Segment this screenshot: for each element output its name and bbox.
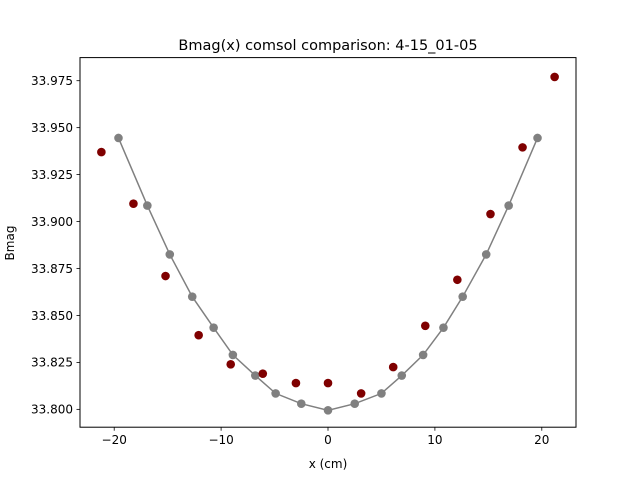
series-1-point bbox=[129, 199, 138, 209]
series-1-point bbox=[258, 369, 268, 378]
y-tick-label: 33.825 bbox=[31, 356, 73, 370]
x-axis-label: x (cm) bbox=[309, 457, 348, 471]
series-0-point bbox=[458, 292, 467, 301]
x-tick-label: 20 bbox=[534, 433, 549, 447]
series-1-point bbox=[518, 143, 527, 152]
series-0-point bbox=[397, 371, 407, 380]
series-0-point bbox=[533, 133, 542, 143]
series-1-point bbox=[486, 209, 495, 219]
series-1-point bbox=[291, 378, 301, 388]
x-tick-label: −20 bbox=[102, 433, 127, 447]
chart-title: Bmag(x) comsol comparison: 4-15_01-05 bbox=[178, 38, 477, 54]
series-1-point bbox=[161, 271, 170, 281]
series-0-point bbox=[271, 389, 280, 398]
series-0-point bbox=[504, 201, 513, 210]
y-tick-label: 33.900 bbox=[31, 215, 73, 229]
x-tick-label: 10 bbox=[427, 433, 442, 447]
series-0-point bbox=[481, 250, 491, 259]
series-1-point bbox=[97, 147, 106, 157]
x-tick-label: 0 bbox=[324, 433, 332, 447]
series-1-point bbox=[453, 275, 462, 285]
series-1-point bbox=[388, 362, 398, 372]
y-tick-label: 33.950 bbox=[31, 121, 73, 135]
y-tick-label: 33.850 bbox=[31, 309, 73, 323]
series-0-point bbox=[209, 323, 218, 332]
series-0 bbox=[114, 133, 542, 415]
plot-area bbox=[97, 72, 559, 415]
x-axis: −20 −10 0 10 20 bbox=[102, 427, 549, 447]
series-0-point bbox=[228, 350, 238, 360]
y-tick-label: 33.925 bbox=[31, 168, 73, 182]
series-0-point bbox=[251, 371, 260, 380]
series-0-point bbox=[114, 133, 123, 143]
series-1-point bbox=[356, 389, 366, 398]
series-0-point bbox=[323, 406, 333, 415]
y-axis-label: Bmag bbox=[3, 226, 17, 261]
series-1 bbox=[97, 72, 559, 398]
series-1-point bbox=[323, 378, 333, 388]
series-0-point bbox=[165, 250, 175, 259]
series-0-point bbox=[439, 323, 448, 332]
y-tick-label: 33.800 bbox=[31, 403, 73, 417]
series-1-point bbox=[194, 330, 203, 340]
series-0-point bbox=[187, 292, 197, 301]
series-1-point bbox=[550, 72, 559, 82]
series-0-point bbox=[143, 201, 152, 210]
series-0-point bbox=[418, 350, 428, 360]
series-0-point bbox=[350, 399, 360, 409]
series-0-point bbox=[296, 399, 306, 409]
y-tick-label: 33.875 bbox=[31, 262, 73, 276]
x-tick-label: −10 bbox=[208, 433, 233, 447]
y-tick-label: 33.975 bbox=[31, 74, 73, 88]
y-axis: 33.800 33.825 33.850 33.875 33.900 33.925 33.9… bbox=[31, 74, 80, 417]
series-1-point bbox=[420, 321, 430, 331]
series-1-point bbox=[226, 359, 236, 369]
series-0-point bbox=[377, 389, 386, 398]
